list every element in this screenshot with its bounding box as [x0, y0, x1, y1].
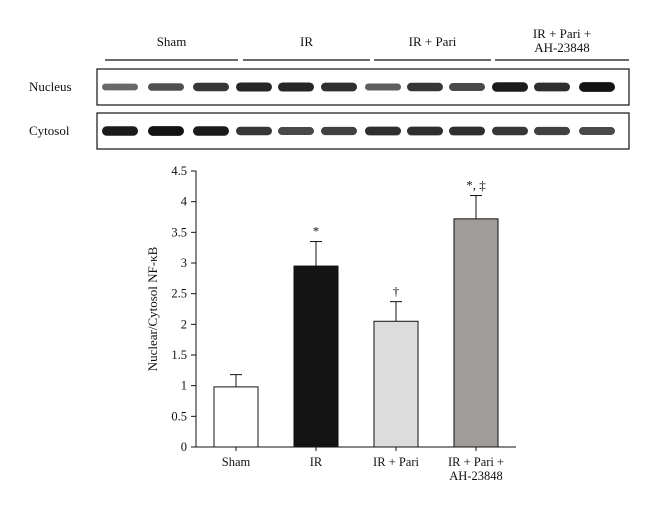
blot-band: [193, 82, 229, 92]
blot-row-label: Cytosol: [29, 123, 70, 138]
x-tick-label: Sham: [222, 455, 251, 469]
blot-band: [148, 126, 184, 136]
blot-band: [579, 127, 615, 135]
blot-band: [449, 126, 485, 136]
blot-group-label: IR + Pari: [409, 34, 457, 49]
blot-band: [407, 126, 443, 136]
y-tick-label: 2.5: [171, 287, 187, 301]
blot-band: [321, 126, 357, 136]
x-tick-label: IR + Pari + AH-23848: [448, 455, 504, 483]
y-tick-label: 3: [181, 256, 187, 270]
y-tick-label: 3.5: [171, 225, 187, 239]
blot-band: [102, 126, 138, 136]
blot-band: [365, 126, 401, 136]
y-ticks: 0 0.5 1 1.5 2 2.5 3 3.5 4 4.5: [171, 164, 196, 454]
significance-annotation: *, ‡: [466, 178, 486, 193]
bar: [373, 320, 419, 448]
x-tick-label: IR: [310, 455, 323, 469]
y-tick-label: 1.5: [171, 348, 187, 362]
bar: [293, 265, 339, 448]
bar: [453, 218, 499, 448]
blot-row-label: Nucleus: [29, 79, 72, 94]
blot-band: [365, 83, 401, 91]
y-axis-label: Nuclear/Cytosol NF-κB: [145, 246, 160, 371]
western-blot: Nucleus Cytosol: [29, 68, 630, 150]
blot-group-label: IR + Pari + AH-23848: [533, 26, 591, 55]
blot-band: [534, 126, 570, 136]
blot-band: [148, 83, 184, 91]
y-tick-label: 4: [181, 195, 188, 209]
significance-annotation: *: [313, 224, 320, 239]
blot-group-label: Sham: [157, 34, 187, 49]
blot-band: [102, 83, 138, 91]
y-tick-label: 2: [181, 317, 187, 331]
blot-band: [321, 82, 357, 92]
blot-band: [492, 82, 528, 92]
blot-group-labels: Sham IR IR + Pari IR + Pari + AH-23848: [105, 26, 629, 61]
y-tick-label: 1: [181, 379, 187, 393]
blot-band: [534, 82, 570, 92]
blot-band: [449, 83, 485, 91]
significance-annotation: †: [393, 284, 400, 299]
blot-band: [492, 126, 528, 136]
x-tick-label: IR + Pari: [373, 455, 419, 469]
blot-band: [278, 82, 314, 92]
blot-band: [236, 82, 272, 92]
y-tick-label: 0.5: [171, 409, 187, 423]
y-tick-label: 0: [181, 440, 187, 454]
bar: [213, 386, 259, 448]
bars: Sham * IR † IR + Pari *, ‡ IR + Pari + AH-23848: [213, 178, 504, 483]
blot-band: [193, 126, 229, 136]
bar-chart: 0 0.5 1 1.5 2 2.5 3 3.5 4 4.5 Sham * IR † IR + Pari *,…: [145, 164, 516, 483]
blot-band: [278, 127, 314, 135]
blot-group-label: IR: [300, 34, 313, 49]
blot-band: [579, 82, 615, 92]
blot-band: [236, 126, 272, 136]
blot-band: [407, 82, 443, 92]
y-tick-label: 4.5: [171, 164, 187, 178]
